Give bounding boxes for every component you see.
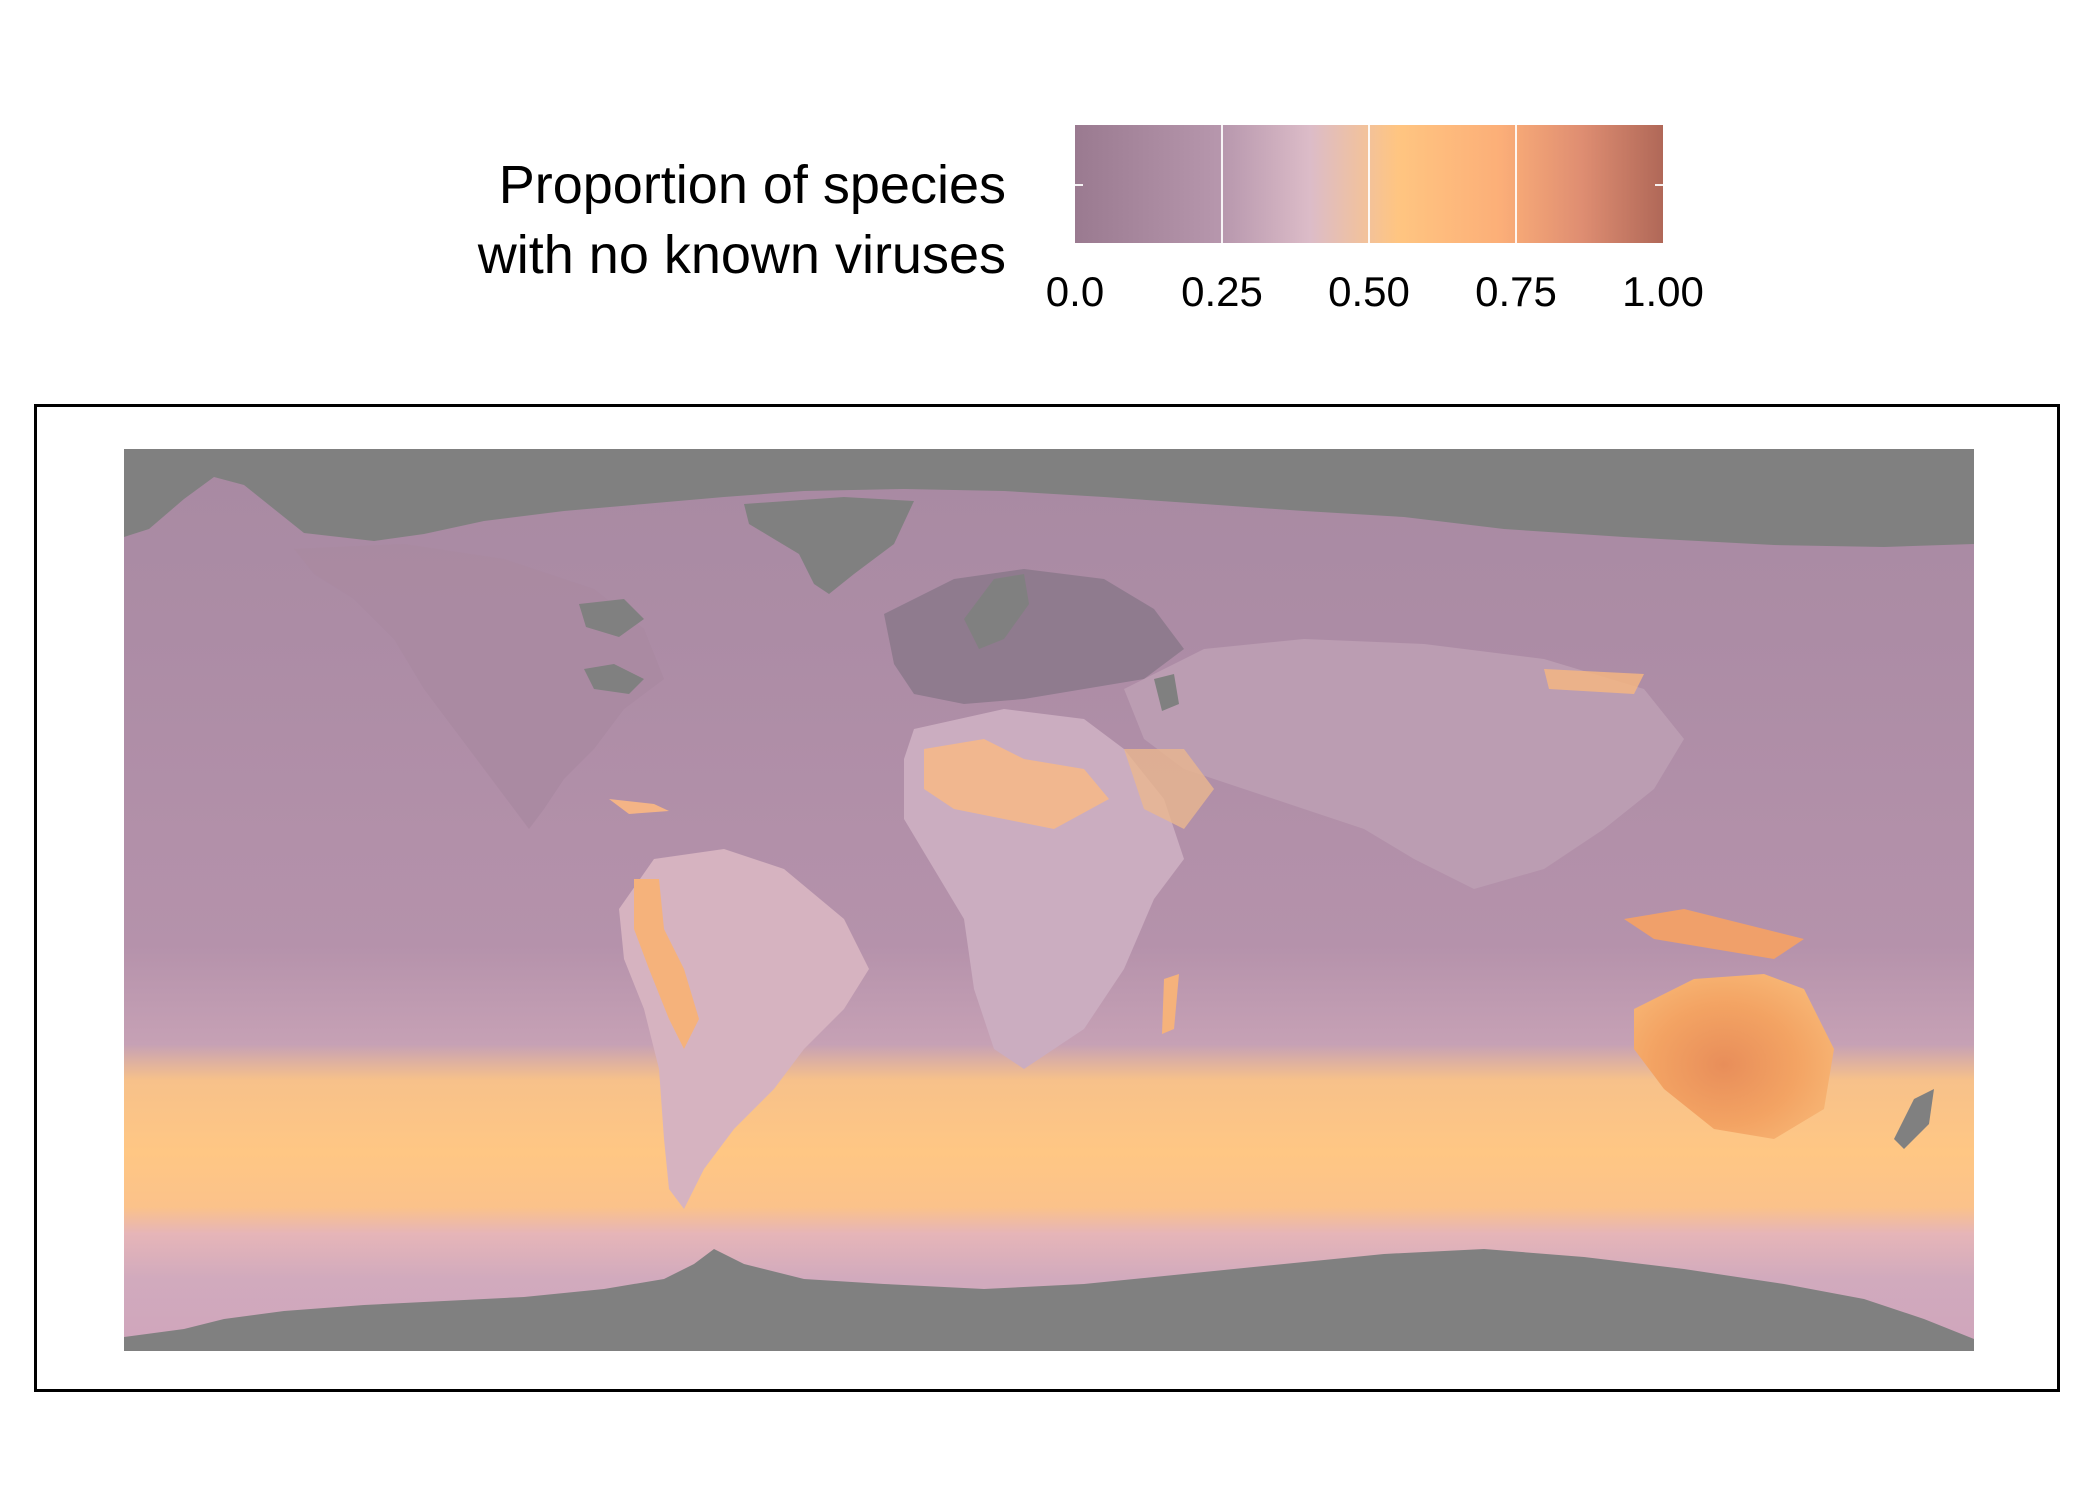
legend-tick-label: 1.00 bbox=[1622, 268, 1704, 315]
legend-title-line-1: Proportion of species bbox=[498, 155, 1006, 215]
caspian-no-data bbox=[1154, 674, 1179, 711]
legend-tick-label: 0.75 bbox=[1475, 268, 1557, 315]
caribbean-islands bbox=[609, 799, 669, 814]
scandinavia-no-data bbox=[964, 574, 1029, 649]
europe bbox=[884, 569, 1184, 704]
south-america bbox=[619, 849, 869, 1209]
world-map bbox=[124, 449, 1974, 1351]
new-zealand bbox=[1894, 1089, 1934, 1149]
central-asia-highlight bbox=[1544, 669, 1644, 694]
indonesia-highlight bbox=[1624, 909, 1804, 959]
legend-tick-label: 0.25 bbox=[1181, 268, 1263, 315]
great-lakes bbox=[584, 664, 644, 694]
australia bbox=[1634, 974, 1834, 1139]
arctic-no-data bbox=[124, 449, 1974, 547]
andes-highlight bbox=[634, 879, 699, 1049]
sahara-highlight bbox=[924, 739, 1109, 829]
legend-tick-label: 0.0 bbox=[1045, 268, 1105, 315]
greenland bbox=[744, 497, 914, 594]
madagascar bbox=[1162, 974, 1179, 1034]
north-america bbox=[294, 544, 664, 829]
canada-lakes bbox=[579, 599, 644, 637]
antarctica-no-data bbox=[124, 1249, 1974, 1351]
legend-title-line-2: with no known viruses bbox=[477, 225, 1006, 285]
asia bbox=[1124, 639, 1684, 889]
legend-tick-label: 0.50 bbox=[1328, 268, 1410, 315]
legend-colorbar bbox=[1075, 125, 1663, 243]
arabia-highlight bbox=[1124, 749, 1214, 829]
legend-title: Proportion of species with no known viru… bbox=[300, 150, 1006, 290]
